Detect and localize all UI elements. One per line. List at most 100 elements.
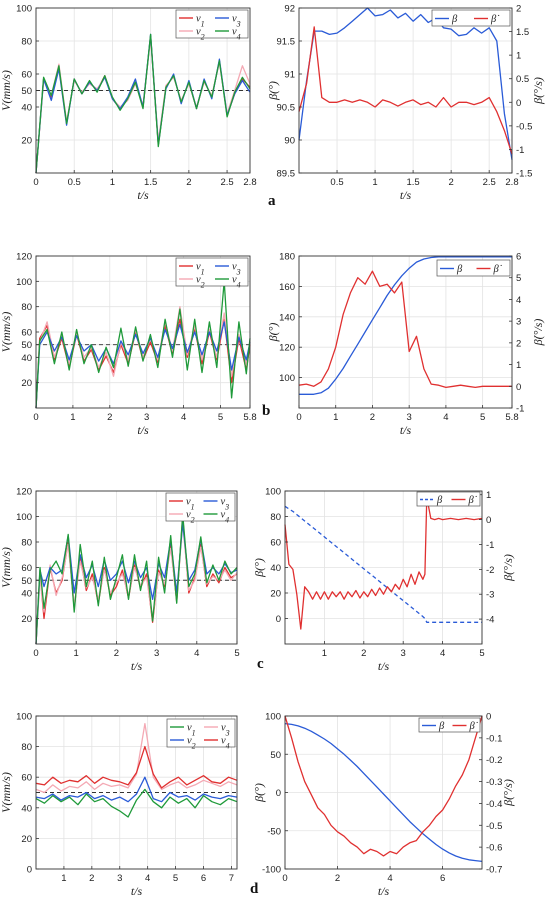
series-line-b-left-2 bbox=[35, 321, 251, 409]
y-axis-label: β(°) bbox=[266, 323, 280, 343]
legend-label: v4 bbox=[221, 510, 230, 525]
x-tick-label: 2 bbox=[448, 177, 453, 188]
y-tick-label: 50 bbox=[21, 340, 32, 351]
legend-label: v1 bbox=[187, 723, 196, 738]
y-right-tick-label: 1 bbox=[516, 360, 521, 371]
y-right-tick-label: 2 bbox=[516, 4, 521, 15]
x-tick-label: 5 bbox=[218, 412, 223, 423]
series-line-c-right-0 bbox=[284, 505, 482, 623]
x-tick-label: 5.8 bbox=[243, 412, 256, 423]
y-right-tick-label: 0 bbox=[486, 515, 491, 526]
legend-label: v3 bbox=[221, 497, 230, 512]
y-tick-label: 60 bbox=[21, 70, 32, 81]
x-tick-label: 1.5 bbox=[406, 177, 419, 188]
x-tick-label: 1 bbox=[322, 648, 327, 659]
legend-label: v2 bbox=[196, 27, 205, 42]
y-tick-label: 40 bbox=[21, 353, 32, 364]
y-right-tick-label: -0.1 bbox=[486, 733, 502, 744]
x-tick-label: 6 bbox=[201, 873, 206, 884]
legend-label: β bbox=[451, 14, 458, 25]
axes-frame bbox=[298, 7, 513, 174]
x-tick-label: 4 bbox=[443, 412, 448, 423]
series-line-b-left-3 bbox=[35, 280, 251, 409]
chart-a-right: 0.5 1 1.5 2 2.5 2.8 89.5 90 90.5 91 91.5 92 -1.5 -1 -0… bbox=[266, 4, 545, 203]
x-tick-label: 2 bbox=[335, 873, 340, 884]
chart-c-right: 1 2 3 4 5 0 20 40 60 80 100 -4 -3 -2 -1 0 1 t/s β(°) β̇(°/s… bbox=[252, 487, 515, 674]
plot-area bbox=[299, 8, 512, 173]
y-tick-label: 100 bbox=[16, 4, 32, 15]
series-line-b-right-0 bbox=[299, 256, 512, 395]
y-right-tick-label: 0 bbox=[516, 98, 521, 109]
y-right-tick-label: -0.3 bbox=[486, 777, 502, 788]
x-axis-label: t/s bbox=[131, 659, 143, 673]
y-tick-label: 180 bbox=[279, 252, 295, 263]
x-tick-label: 1 bbox=[70, 412, 75, 423]
legend-label: v4 bbox=[221, 736, 230, 751]
x-axis-label: t/s bbox=[131, 884, 143, 898]
y-tick-label: 100 bbox=[16, 512, 32, 523]
y-right-tick-label: 1 bbox=[516, 51, 521, 62]
chart-b-right: 0 1 2 3 4 5 5.8 100 120 140 160 180 -1 0 1 2 3 4 5 6 t/s β(°)… bbox=[266, 252, 545, 438]
x-tick-label: 2 bbox=[186, 177, 191, 188]
legend-label: β̇ bbox=[468, 495, 477, 506]
legend-label: v3 bbox=[232, 262, 241, 277]
y-tick-label: 90.5 bbox=[277, 103, 296, 114]
y-right-tick-label: -0.2 bbox=[486, 755, 502, 766]
x-tick-label: 2.8 bbox=[505, 177, 518, 188]
y-right-tick-label: 6 bbox=[516, 252, 521, 263]
y-tick-label: 100 bbox=[279, 373, 295, 384]
y-tick-label: 50 bbox=[270, 750, 281, 761]
x-axis-label: t/s bbox=[137, 188, 149, 202]
x-tick-label: 3 bbox=[154, 648, 159, 659]
legend-label: v4 bbox=[232, 27, 241, 42]
y-right-tick-label: 1 bbox=[486, 490, 491, 501]
y-right-tick-label: -2 bbox=[486, 565, 494, 576]
panel-label-c: c bbox=[257, 656, 264, 672]
x-tick-label: 0 bbox=[33, 177, 38, 188]
legend-label: β bbox=[456, 264, 463, 275]
legend-label: v2 bbox=[187, 736, 196, 751]
y-tick-label: 100 bbox=[265, 487, 281, 498]
panel-label-b: b bbox=[262, 403, 270, 419]
series-line-a-left-3 bbox=[35, 33, 251, 174]
x-axis-label: t/s bbox=[137, 423, 149, 437]
panel-label-d: d bbox=[250, 881, 259, 897]
y-right-tick-label: -0.7 bbox=[486, 865, 502, 876]
chart-a-left: 0 0.5 1 1.5 2 2.5 2.8 20 40 50 60 80 100 t/s V(mm/s) v1… bbox=[0, 4, 257, 203]
y-tick-label: 89.5 bbox=[277, 169, 296, 180]
series-line-b-left-1 bbox=[35, 306, 251, 409]
series-line-c-left-1 bbox=[35, 522, 238, 645]
y-right-tick-label: -4 bbox=[486, 615, 494, 626]
legend-label: v3 bbox=[221, 723, 230, 738]
y-right-axis-label: β̇(°/s) bbox=[531, 319, 545, 347]
x-tick-label: 0 bbox=[296, 412, 301, 423]
y-tick-label: 60 bbox=[21, 773, 32, 784]
x-tick-label: 0 bbox=[282, 873, 287, 884]
y-tick-label: -100 bbox=[262, 865, 281, 876]
y-right-tick-label: 1.5 bbox=[516, 27, 529, 38]
legend-box bbox=[175, 9, 249, 39]
y-right-tick-label: -0.6 bbox=[486, 843, 502, 854]
legend-box bbox=[431, 9, 511, 27]
y-tick-label: 91 bbox=[284, 70, 295, 81]
x-tick-label: 3 bbox=[117, 873, 122, 884]
y-tick-label: 80 bbox=[21, 742, 32, 753]
series-line-d-left-2 bbox=[35, 722, 238, 794]
legend-label: β̇ bbox=[469, 721, 478, 732]
series-line-d-left-1 bbox=[35, 776, 238, 803]
y-axis-label: V(mm/s) bbox=[0, 70, 13, 111]
legend-label: v1 bbox=[196, 14, 205, 29]
x-tick-label: 4 bbox=[440, 648, 445, 659]
x-tick-label: 2 bbox=[370, 412, 375, 423]
x-tick-label: 5 bbox=[479, 648, 484, 659]
y-right-axis-label: β̇(°/s) bbox=[501, 554, 515, 582]
y-axis-label: β(°) bbox=[252, 558, 266, 578]
y-tick-label: 120 bbox=[279, 343, 295, 354]
legend-label: v2 bbox=[186, 510, 195, 525]
x-tick-label: 4 bbox=[194, 648, 199, 659]
x-tick-label: 1.5 bbox=[144, 177, 157, 188]
y-tick-label: 91.5 bbox=[277, 37, 296, 48]
y-tick-label: 92 bbox=[284, 4, 295, 15]
legend-box bbox=[416, 491, 481, 507]
